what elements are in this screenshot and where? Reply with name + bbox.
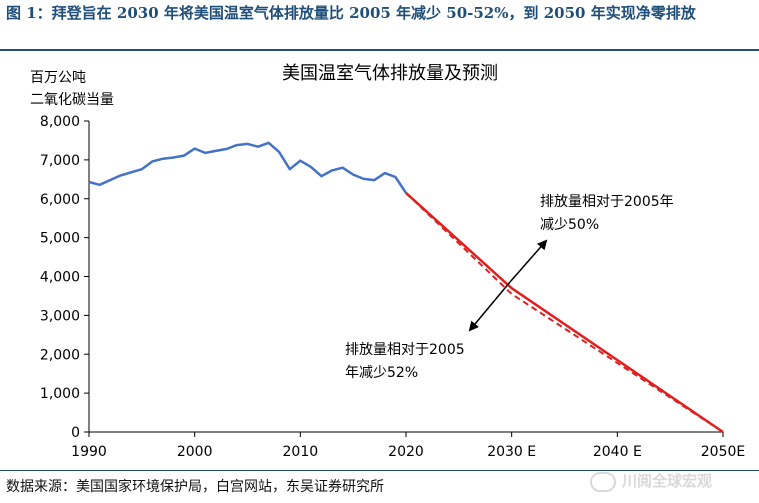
y-tick-label: 1,000 [40, 386, 80, 402]
x-tick-label: 2000 [177, 444, 213, 460]
annotation-50pct-line-2: 减少50% [540, 217, 599, 233]
title-divider [0, 49, 759, 51]
x-tick-label: 1990 [71, 444, 107, 460]
annotation-arrows [468, 239, 548, 332]
y-axis-label-line-1: 百万公吨 [30, 70, 86, 86]
source-divider [0, 470, 759, 471]
y-axis-label-line-2: 二氧化碳当量 [30, 92, 114, 108]
y-tick-label: 0 [71, 425, 80, 441]
annotation-52pct-line-2: 年减少52% [345, 365, 418, 381]
x-tick-label: 2030 E [487, 444, 536, 460]
y-tick-label: 4,000 [40, 270, 80, 286]
x-tick-label: 2010 [283, 444, 319, 460]
x-tick-label: 2050E [701, 444, 745, 460]
y-tick-label: 2,000 [40, 347, 80, 363]
annotation-52pct-line-1: 排放量相对于2005 [345, 342, 465, 358]
arrow-to-50pct-label [509, 239, 548, 283]
y-tick-label: 6,000 [40, 192, 80, 208]
y-tick-labels: 0 1,000 2,000 3,000 4,000 5,000 6,000 7,000 8,00… [40, 114, 80, 441]
watermark: 川阅全球宏观 [590, 470, 712, 492]
x-tick-label: 2020 [388, 444, 424, 460]
y-tick-label: 5,000 [40, 231, 80, 247]
annotation-50pct-line-1: 排放量相对于2005年 [540, 194, 674, 210]
series-layer [88, 141, 724, 434]
y-tick-label: 7,000 [40, 153, 80, 169]
y-tick-label: 8,000 [40, 114, 80, 130]
x-tick-labels: 1990 2000 2010 2020 2030 E 2040 E 2050E [71, 444, 745, 460]
data-source: 数据来源：美国国家环境保护局，白宫网站，东吴证券研究所 [6, 479, 384, 495]
figure-title: 图 1：拜登旨在 2030 年将美国温室气体排放量比 2005 年减少 50-5… [6, 4, 696, 22]
axes [84, 120, 724, 437]
watermark-text: 川阅全球宏观 [622, 472, 713, 490]
series-line-2 [405, 192, 724, 433]
series-line-0 [88, 141, 408, 194]
series-line-1 [405, 191, 724, 434]
arrow-to-52pct-label [468, 281, 511, 332]
chart-title: 美国温室气体排放量及预测 [282, 63, 498, 84]
chat-bubble-icon [590, 471, 616, 492]
y-tick-label: 3,000 [40, 308, 80, 324]
x-tick-label: 2040 E [593, 444, 642, 460]
